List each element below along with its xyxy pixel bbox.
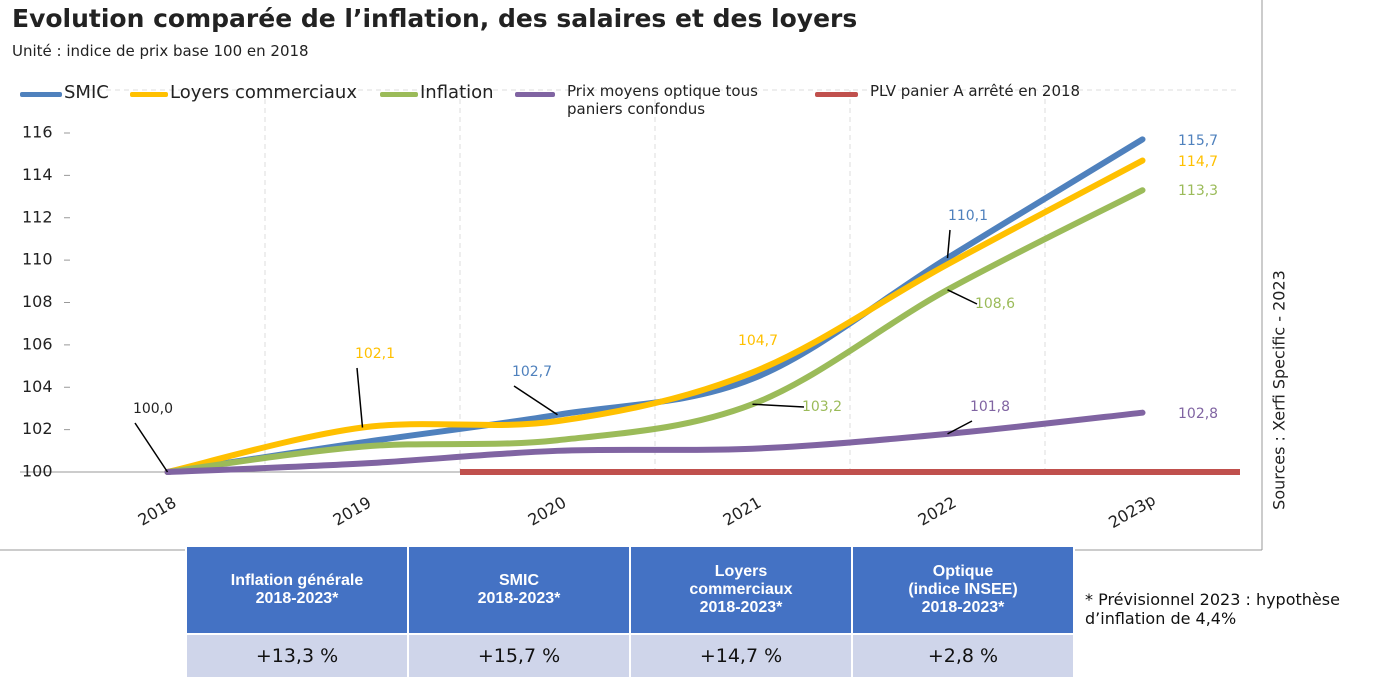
leader-line bbox=[947, 420, 973, 435]
legend-item: PLV panier A arrêté en 2018 bbox=[815, 82, 1080, 100]
y-tick-label: 110 bbox=[22, 250, 53, 269]
chart-subtitle: Unité : indice de prix base 100 en 2018 bbox=[12, 42, 309, 60]
table-cell: +2,8 % bbox=[851, 633, 1075, 678]
table-row: +13,3 % +15,7 % +14,7 % +2,8 % bbox=[185, 633, 1075, 678]
y-tick-label: 102 bbox=[22, 419, 53, 438]
data-label: 103,2 bbox=[802, 399, 842, 415]
y-tick-label: 104 bbox=[22, 377, 53, 396]
table-header-cell: Optique (indice INSEE) 2018-2023* bbox=[851, 545, 1075, 635]
table-cell: +14,7 % bbox=[629, 633, 853, 678]
y-tick-label: 114 bbox=[22, 165, 53, 184]
x-tick-label: 2022 bbox=[915, 493, 960, 530]
data-label: 104,7 bbox=[738, 333, 778, 349]
legend-item: Prix moyens optique tous paniers confond… bbox=[515, 82, 797, 118]
source: Sources : Xerfi Specific - 2023 bbox=[1270, 270, 1289, 510]
series-line bbox=[164, 187, 1146, 475]
data-label: 102,7 bbox=[512, 364, 552, 380]
x-tick-label: 2021 bbox=[720, 493, 765, 530]
data-label: 113,3 bbox=[1178, 183, 1218, 199]
data-label: 110,1 bbox=[948, 208, 988, 224]
data-label: 101,8 bbox=[970, 399, 1010, 415]
data-label: 102,8 bbox=[1178, 406, 1218, 422]
legend-swatch bbox=[815, 92, 858, 97]
summary-table: Inflation générale 2018-2023* SMIC 2018-2… bbox=[185, 545, 1075, 678]
leader-line bbox=[947, 289, 978, 305]
table-header-cell: SMIC 2018-2023* bbox=[407, 545, 631, 635]
leader-line bbox=[513, 385, 558, 416]
legend-swatch bbox=[20, 92, 62, 97]
leader-line bbox=[752, 403, 805, 408]
data-label: 115,7 bbox=[1178, 133, 1218, 149]
legend-label: SMIC bbox=[64, 82, 109, 103]
x-tick-label: 2019 bbox=[330, 493, 375, 530]
table-cell: +13,3 % bbox=[185, 633, 409, 678]
legend-item: Inflation bbox=[380, 82, 494, 103]
table-cell: +15,7 % bbox=[407, 633, 631, 678]
table-header-cell: Loyers commerciaux 2018-2023* bbox=[629, 545, 853, 635]
leader-line bbox=[946, 229, 951, 259]
legend-item: SMIC bbox=[20, 82, 109, 103]
x-tick-label: 2018 bbox=[135, 493, 180, 530]
leader-line bbox=[134, 422, 169, 473]
chart-title: Evolution comparée de l’inflation, des s… bbox=[12, 4, 858, 33]
y-tick-label: 106 bbox=[22, 334, 53, 353]
legend-swatch bbox=[130, 92, 168, 97]
table-header: Inflation générale 2018-2023* SMIC 2018-2… bbox=[185, 545, 1075, 635]
y-tick-label: 100 bbox=[22, 462, 53, 481]
y-tick-label: 116 bbox=[22, 123, 53, 142]
legend-label: Inflation bbox=[420, 82, 494, 103]
data-label: 114,7 bbox=[1178, 154, 1218, 170]
table-header-cell: Inflation générale 2018-2023* bbox=[185, 545, 409, 635]
legend-label: PLV panier A arrêté en 2018 bbox=[870, 82, 1081, 100]
data-label: 108,6 bbox=[975, 296, 1015, 312]
series-line bbox=[164, 157, 1146, 475]
legend-swatch bbox=[380, 92, 418, 97]
data-label: 102,1 bbox=[355, 346, 395, 362]
y-tick-label: 112 bbox=[22, 207, 53, 226]
y-tick-label: 108 bbox=[22, 292, 53, 311]
leader-line bbox=[356, 367, 364, 428]
note: * Prévisionnel 2023 : hypothèse d’inflat… bbox=[1085, 590, 1340, 628]
series-line bbox=[164, 409, 1146, 475]
legend-label: Prix moyens optique tous paniers confond… bbox=[567, 82, 758, 118]
legend-swatch bbox=[515, 92, 555, 97]
x-tick-label: 2020 bbox=[525, 493, 570, 530]
data-label: 100,0 bbox=[133, 401, 173, 417]
x-tick-label: 2023p bbox=[1105, 490, 1159, 532]
legend-label: Loyers commerciaux bbox=[170, 82, 357, 103]
legend-item: Loyers commerciaux bbox=[130, 82, 357, 103]
